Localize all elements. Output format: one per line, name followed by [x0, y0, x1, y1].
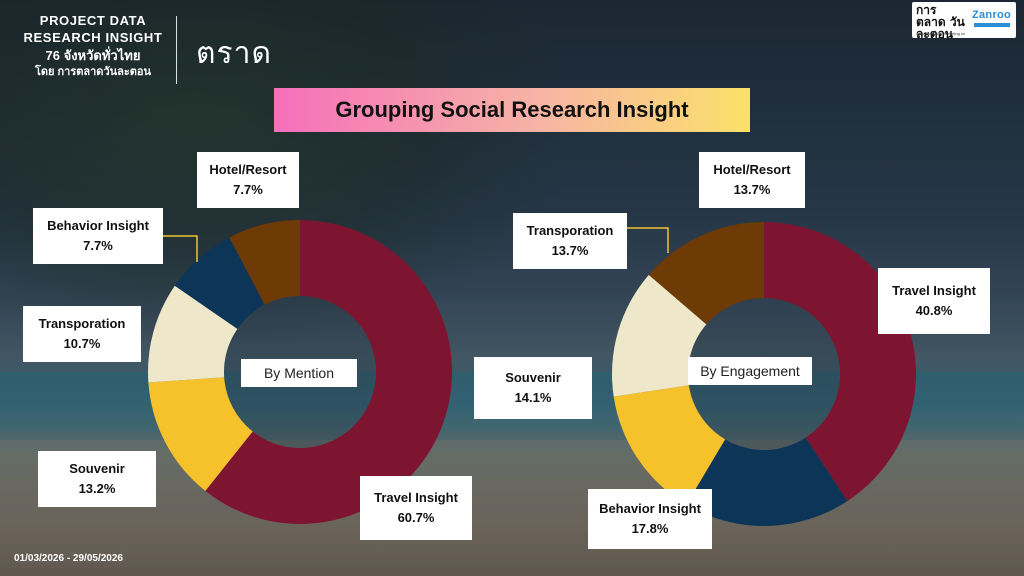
brand-line-3: 76 จังหวัดทั่วไทย — [45, 48, 141, 63]
brand-line-2: RESEARCH INSIGHT — [23, 30, 163, 45]
slice-label-value: 7.7% — [233, 182, 263, 197]
donut-slice-2-hotel-resort — [648, 222, 764, 325]
slice-label-value: 40.8% — [915, 303, 953, 318]
chart-title-banner: Grouping Social Research Insight — [274, 88, 750, 132]
slice-label-category: Behavior Insight — [599, 501, 701, 516]
zanroo-logo-bar — [974, 23, 1010, 27]
slice-label-category: Souvenir — [505, 370, 561, 385]
slice-label-1-behavior-insight: Behavior Insight 7.7% — [33, 208, 163, 264]
donut-slice-1-transporation — [148, 285, 238, 383]
slice-label-category: Travel Insight — [374, 490, 458, 505]
brand-line-1: PROJECT DATA — [39, 13, 147, 28]
slice-label-1-hotel-resort: Hotel/Resort 7.7% — [197, 152, 299, 208]
donut-slice-1-travel-insight — [205, 220, 452, 524]
donut-slice-1-souvenir — [148, 377, 253, 491]
slice-label-category: Transporation — [526, 223, 614, 238]
slice-label-1-souvenir: Souvenir 13.2% — [38, 451, 156, 507]
slice-label-category: Behavior Insight — [47, 218, 149, 233]
donut-slice-2-souvenir — [613, 385, 726, 505]
donut-slice-2-behavior-insight — [686, 437, 848, 527]
everyday-marketing-url: www.EverydayMarketing.co — [916, 31, 966, 36]
slice-label-value: 17.8% — [631, 521, 669, 536]
slice-label-value: 13.2% — [78, 481, 116, 496]
slice-label-category: Travel Insight — [892, 283, 976, 298]
slice-label-2-behavior-insight: Behavior Insight 17.8% — [588, 489, 712, 549]
label-connector-1-3 — [163, 235, 198, 262]
chart-title: Grouping Social Research Insight — [335, 97, 689, 122]
province-name: ตราด — [196, 36, 272, 71]
donut-center-label-2: By Engagement — [688, 357, 812, 385]
slice-label-category: Transporation — [38, 316, 126, 331]
slice-label-2-travel-insight: Travel Insight 40.8% — [878, 268, 990, 334]
slice-label-value: 14.1% — [514, 390, 552, 405]
slice-label-1-transporation: Transporation 10.7% — [23, 306, 141, 362]
donut-center-label-1: By Mention — [241, 359, 357, 387]
slice-label-category: Hotel/Resort — [713, 162, 791, 177]
slice-label-2-hotel-resort: Hotel/Resort 13.7% — [699, 152, 805, 208]
slice-label-category: Hotel/Resort — [209, 162, 287, 177]
slice-label-value: 60.7% — [397, 510, 435, 525]
slice-label-2-souvenir: Souvenir 14.1% — [474, 357, 592, 419]
brand-divider — [176, 16, 177, 84]
zanroo-logo: Zanroo — [972, 9, 1012, 21]
date-range: 01/03/2026 - 29/05/2026 — [14, 553, 123, 564]
project-brand: PROJECT DATA RESEARCH INSIGHT 76 จังหวัด… — [14, 12, 172, 80]
partner-logos: การตลาด วันละตอน www.EverydayMarketing.c… — [912, 2, 1016, 41]
donut-slice-2-transporation — [612, 274, 707, 397]
slice-label-category: Souvenir — [69, 461, 125, 476]
slice-label-value: 10.7% — [63, 336, 101, 351]
slice-label-value: 7.7% — [83, 238, 113, 253]
donut-slice-1-hotel-resort — [229, 220, 300, 305]
brand-line-4: โดย การตลาดวันละตอน — [34, 66, 152, 78]
slice-label-value: 13.7% — [733, 182, 771, 197]
everyday-marketing-logo: การตลาด วันละตอน — [916, 3, 965, 41]
slice-label-value: 13.7% — [551, 243, 589, 258]
label-connector-2-3 — [627, 227, 669, 253]
slice-label-2-transporation: Transporation 13.7% — [513, 213, 627, 269]
slice-label-1-travel-insight: Travel Insight 60.7% — [360, 476, 472, 540]
